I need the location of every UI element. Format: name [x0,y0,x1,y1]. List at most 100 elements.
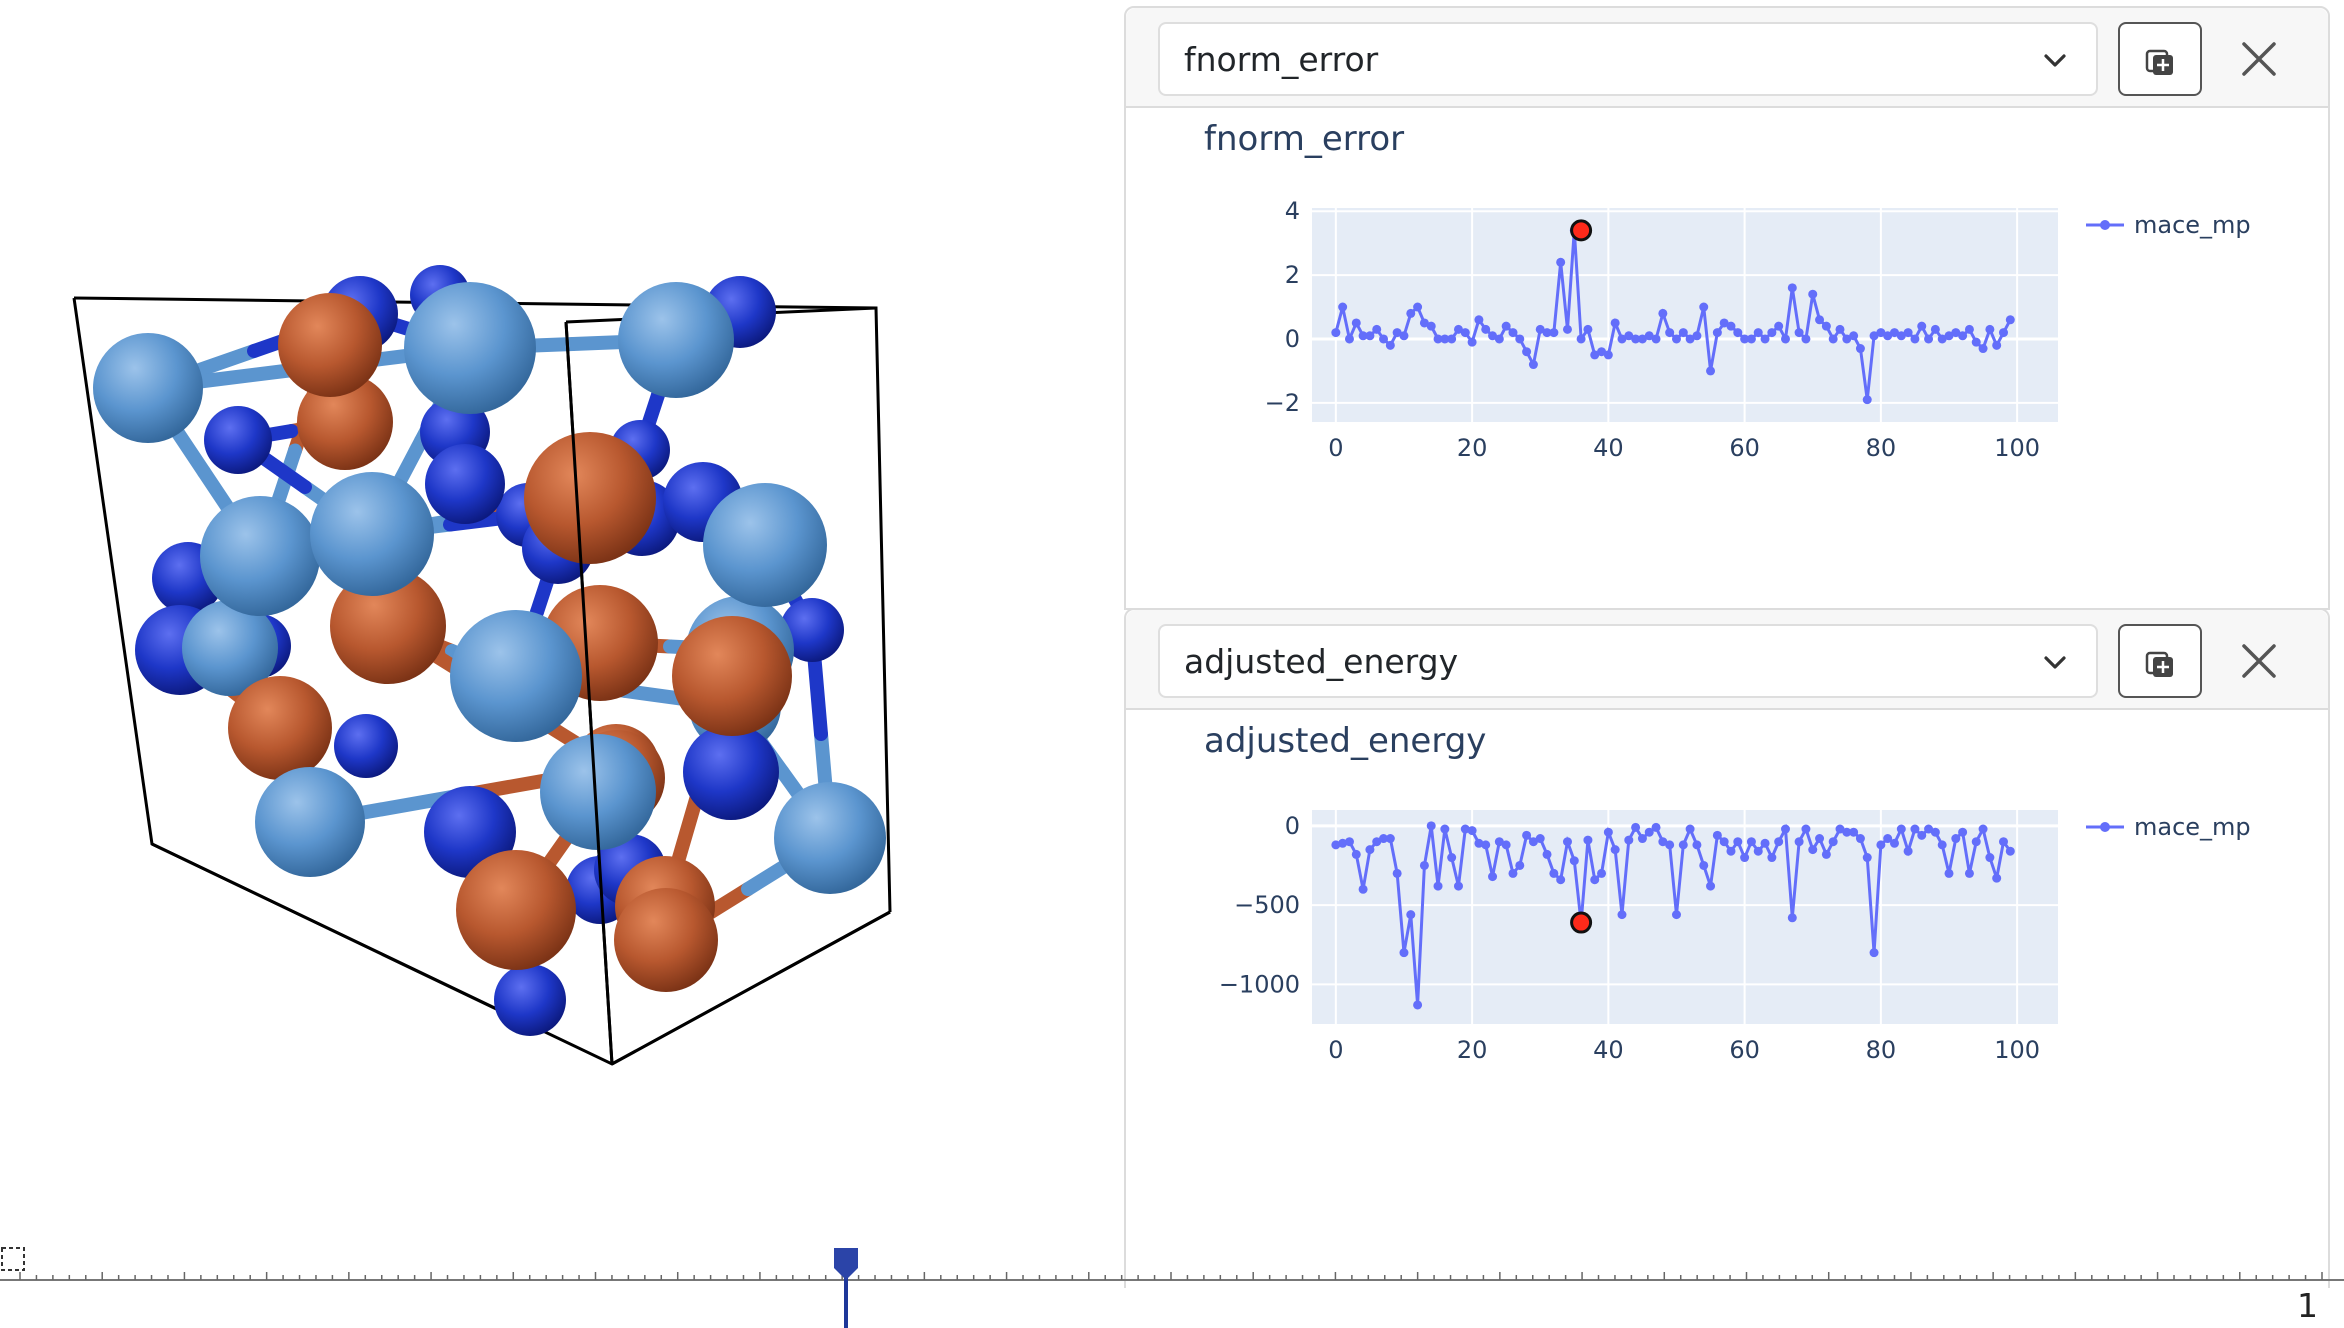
data-point [1685,824,1695,834]
data-point [1815,834,1825,844]
data-point [1726,846,1736,856]
data-point [1597,868,1607,878]
data-point [1474,838,1484,848]
data-point [1385,340,1395,350]
data-point [1801,824,1811,834]
data-point [1753,328,1763,338]
chevron-down-icon [2044,656,2066,669]
data-point [1406,308,1416,318]
data-point [1481,840,1491,850]
data-point [1917,830,1927,840]
chart-title: fnorm_error [1204,119,1404,159]
atom-dark-blue [494,964,566,1036]
duplicate-icon [2145,651,2173,677]
data-point [1372,324,1382,334]
data-point [1978,344,1988,354]
close-button[interactable] [2226,628,2292,694]
property-select[interactable]: adjusted_energy [1158,624,2098,698]
data-point [1944,331,1954,341]
duplicate-button[interactable] [2118,22,2202,96]
x-tick-label: 100 [1994,434,2040,462]
data-point [1481,324,1491,334]
data-point [1740,334,1750,344]
timeline-track[interactable] [0,1246,2344,1328]
line-chart[interactable]: adjusted_energy 0 20 40 60 80 100 0 −500 −1000 mac… [1126,710,2328,1210]
data-point [1924,824,1934,834]
data-point [1631,334,1641,344]
data-point [1903,846,1913,856]
data-point [1338,838,1348,848]
data-point [1528,360,1538,370]
y-tick-label: 2 [1285,261,1300,289]
plot-area[interactable]: fnorm_error 0 20 40 60 80 100 4 2 0 −2 mace_mp [1126,108,2328,608]
atoms [93,265,886,1036]
atom-orange [228,676,332,780]
data-point [1719,318,1729,328]
data-point [1992,873,2002,883]
data-point [1910,334,1920,344]
chevron-down-icon [2044,54,2066,67]
atom-light-blue [618,282,734,398]
data-point [1706,366,1716,376]
data-point [1692,331,1702,341]
data-point [1746,837,1756,847]
x-tick-label: 60 [1729,1036,1760,1064]
duplicate-button[interactable] [2118,624,2202,698]
data-point [1338,302,1348,312]
panel-header: fnorm_error [1126,8,2328,108]
data-point [1488,872,1498,882]
data-point [1930,324,1940,334]
y-tick-label: −500 [1234,891,1300,919]
data-point [1474,315,1484,325]
cell-edge [151,842,541,1032]
data-point [1419,318,1429,328]
y-tick-label: −1000 [1219,970,1300,998]
plot-area[interactable]: adjusted_energy 0 20 40 60 80 100 0 −500 −1000 mac… [1126,710,2328,1210]
data-point [1828,334,1838,344]
atom-orange [278,293,382,397]
data-point [1862,395,1872,405]
cell-edge [564,321,614,1065]
data-point [1501,840,1511,850]
data-point [1426,821,1436,831]
data-point [1678,840,1688,850]
data-point [1494,837,1504,847]
legend-marker [2100,822,2110,832]
structure-canvas[interactable] [0,0,1124,1276]
data-point [1549,868,1559,878]
structure-viewer[interactable] [0,0,1124,1276]
data-point [1787,283,1797,293]
data-point [1855,344,1865,354]
y-tick-label: 4 [1285,197,1300,225]
close-button[interactable] [2226,26,2292,92]
data-point [1719,837,1729,847]
data-point [1467,826,1477,836]
data-point [1855,834,1865,844]
data-point [1644,827,1654,837]
atom-light-blue [200,496,320,616]
plot-background [1312,208,2058,422]
data-point [1760,838,1770,848]
selection-box-icon[interactable] [0,1246,26,1272]
data-point [1331,328,1341,338]
data-point [1535,324,1545,334]
property-select[interactable]: fnorm_error [1158,22,2098,96]
data-point [1801,334,1811,344]
data-point [1488,331,1498,341]
atom-light-blue [93,333,203,443]
data-point [1998,837,2008,847]
data-point [1433,334,1443,344]
data-point [2005,846,2015,856]
atom-light-blue [774,782,886,894]
data-point [1460,328,1470,338]
data-point [1433,881,1443,891]
data-point [1624,835,1634,845]
data-point [1924,334,1934,344]
frame-timeline[interactable]: 1 [0,1246,2344,1328]
atom-orange [672,616,792,736]
data-point [1930,827,1940,837]
data-point [1883,331,1893,341]
data-point [1399,948,1409,958]
atom-orange [614,888,718,992]
